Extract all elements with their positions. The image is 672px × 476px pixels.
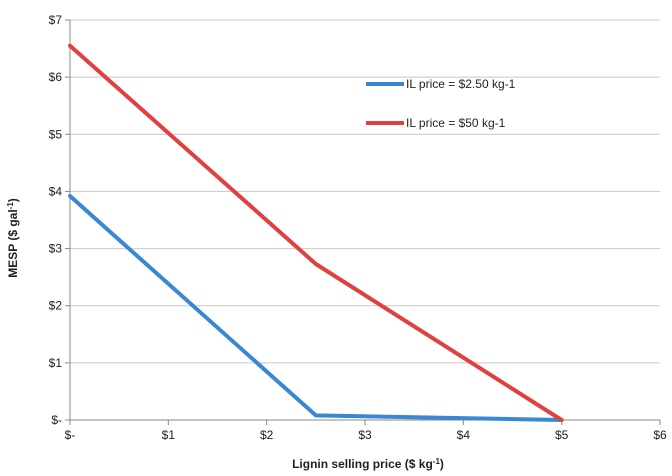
x-tick-label: $6 [653,428,667,442]
y-tick-label: $6 [49,70,63,84]
y-tick-label: $1 [49,356,63,370]
y-tick-label: $2 [49,299,63,313]
y-tick-label: $- [51,413,62,427]
legend-label-blue: IL price = $2.50 kg-1 [406,77,516,91]
series-line-0 [68,194,564,422]
legend: IL price = $2.50 kg-1 IL price = $50 kg-… [366,77,516,130]
y-tick-label: $5 [49,127,63,141]
axes [65,19,661,425]
y-tick-label: $4 [49,184,63,198]
series-line-1 [68,43,564,422]
y-tick-label: $7 [49,13,63,27]
x-tick-label: $3 [358,428,372,442]
x-axis-title: Lignin selling price ($ kg-1) [292,457,444,471]
x-tick-label: $1 [162,428,176,442]
horizontal-gridlines [70,19,660,364]
legend-label-red: IL price = $50 kg-1 [406,116,506,130]
x-tick-label: $- [65,428,76,442]
series-layer [68,43,564,422]
y-axis-title: MESP ($ gal-1) [6,198,20,278]
x-tick-label: $2 [260,428,274,442]
y-tick-label: $3 [49,242,63,256]
x-tick-label: $5 [555,428,569,442]
x-tick-label: $4 [457,428,471,442]
tick-labels: $- $1 $2 $3 $4 $5 $6 $7 $- $1 $2 $3 $4 $5 $6 [49,13,667,442]
